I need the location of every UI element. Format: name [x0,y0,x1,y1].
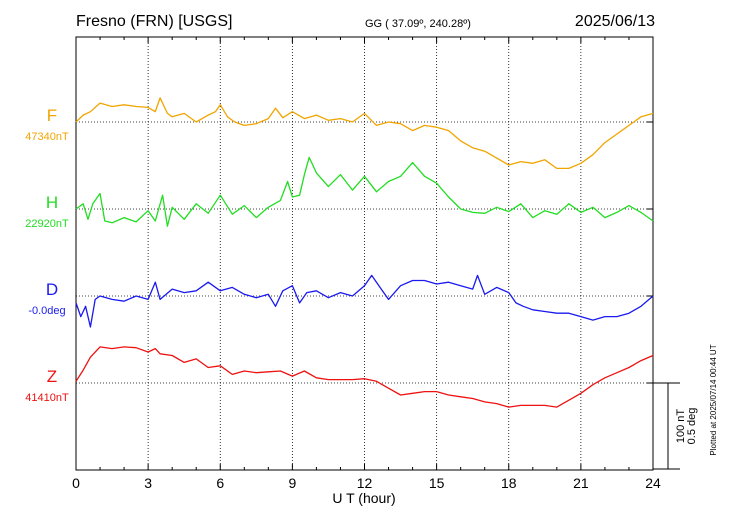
trace-z [75,346,654,408]
x-tick-label: 9 [288,475,296,491]
channel-labels: F 47340nT H 22920nT D -0.0deg Z 41410nT [25,106,69,404]
x-tick-label: 6 [216,475,224,491]
scale-deg-label: 0.5 deg [686,408,698,445]
x-tick-label: 15 [429,475,445,491]
x-tick-label: 18 [501,475,517,491]
station-coordinates: GG ( 37.09º, 240.28º) [365,18,471,30]
grid [76,37,653,470]
station-title: Fresno (FRN) [USGS] [76,13,232,30]
axis-ticks [75,37,654,470]
channel-name-f: F [47,106,57,125]
x-tick-label: 12 [357,475,373,491]
channel-baseline-d: -0.0deg [28,305,65,317]
trace-h [75,156,654,227]
scale-nt-label: 100 nT [675,409,687,444]
traces [75,97,654,408]
x-tick-labels: 0 3 6 9 12 15 18 21 24 [72,475,661,491]
channel-name-h: H [46,193,58,212]
channel-name-z: Z [47,367,57,386]
scale-bar: 100 nT 0.5 deg [653,382,698,470]
trace-d [75,274,654,328]
x-axis-label: U T (hour) [332,490,395,506]
channel-baseline-h: 22920nT [25,218,69,230]
x-tick-label: 21 [573,475,589,491]
x-tick-label: 24 [645,475,661,491]
channel-name-d: D [46,280,58,299]
x-tick-label: 0 [72,475,80,491]
plotted-note: Plotted at 2025/07/14 00:44 UT [709,344,718,455]
trace-f [75,97,654,170]
channel-baseline-f: 47340nT [25,131,69,143]
plot-date: 2025/06/13 [575,13,655,30]
x-tick-label: 3 [144,475,152,491]
channel-baseline-z: 41410nT [25,392,69,404]
